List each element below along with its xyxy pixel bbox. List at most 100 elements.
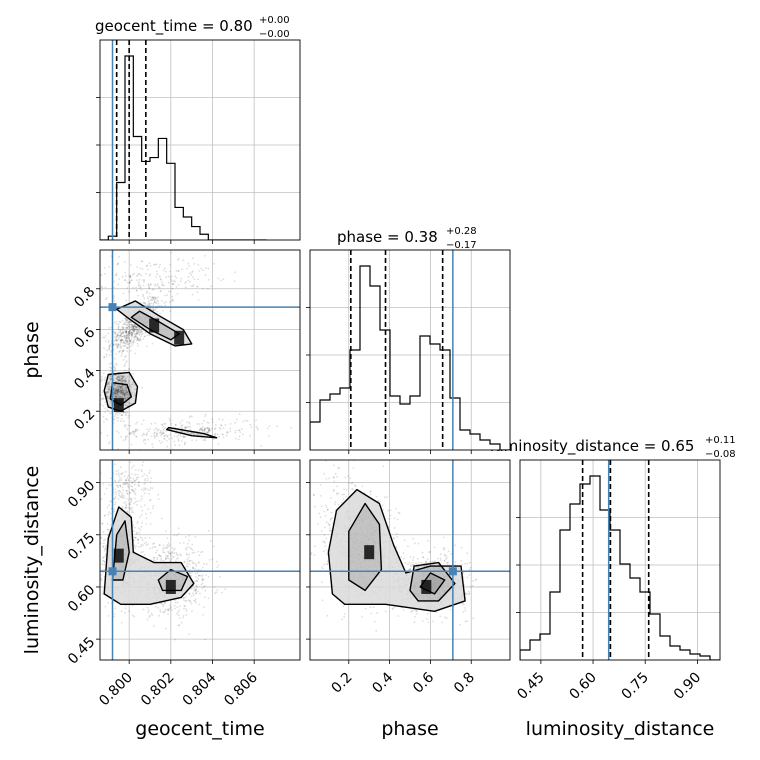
scatter-geocent_time-vs-phase-point <box>124 362 127 364</box>
scatter-geocent_time-vs-luminosity_distance-point <box>173 604 176 607</box>
scatter-geocent_time-vs-phase-point <box>134 352 137 355</box>
scatter-geocent_time-vs-luminosity_distance-point <box>186 542 189 545</box>
scatter-geocent_time-vs-luminosity_distance-point <box>201 579 204 582</box>
scatter-geocent_time-vs-luminosity_distance-point <box>194 536 197 538</box>
scatter-geocent_time-vs-phase-point <box>161 441 164 443</box>
scatter-geocent_time-vs-phase-point <box>116 389 119 392</box>
scatter-geocent_time-vs-phase-point <box>122 378 125 381</box>
scatter-geocent_time-vs-luminosity_distance-point <box>143 473 146 476</box>
scatter-geocent_time-vs-phase-point <box>239 431 242 434</box>
scatter-geocent_time-vs-phase-point <box>130 383 133 386</box>
scatter-phase-vs-luminosity_distance-point <box>426 613 429 615</box>
panels-layer: 0.800 0.802 0.804 0.806 0.2 0.4 0.6 0.8 0.45 0.60… <box>65 39 721 709</box>
scatter-geocent_time-vs-phase-point <box>132 325 135 328</box>
scatter-phase-vs-luminosity_distance-point <box>321 567 324 570</box>
scatter-geocent_time-vs-luminosity_distance-point <box>125 478 127 481</box>
scatter-geocent_time-vs-phase-point <box>125 339 128 342</box>
scatter-phase-vs-luminosity_distance-point <box>442 536 445 539</box>
scatter-geocent_time-vs-phase-point <box>221 433 224 435</box>
scatter-geocent_time-vs-luminosity_distance-point <box>150 612 153 615</box>
scatter-geocent_time-vs-phase-point <box>170 251 172 254</box>
scatter-geocent_time-vs-phase-point <box>131 328 134 331</box>
scatter-geocent_time-vs-phase-point <box>131 325 134 327</box>
scatter-geocent_time-vs-phase-point <box>198 430 201 432</box>
scatter-geocent_time-vs-luminosity_distance-point <box>159 611 162 613</box>
scatter-geocent_time-vs-phase-point <box>225 432 228 434</box>
scatter-geocent_time-vs-phase-point <box>124 438 127 441</box>
scatter-geocent_time-vs-luminosity_distance-point <box>156 549 159 552</box>
scatter-geocent_time-vs-phase-point <box>100 285 103 288</box>
scatter-geocent_time-vs-phase-point <box>117 390 120 393</box>
scatter-geocent_time-vs-phase-point <box>120 396 123 399</box>
x-axis-label-geocent_time: geocent_time <box>135 718 264 740</box>
scatter-phase-vs-luminosity_distance-point <box>377 500 380 502</box>
scatter-geocent_time-vs-phase-point <box>202 425 204 428</box>
scatter-phase-vs-luminosity_distance-point <box>421 620 424 622</box>
scatter-geocent_time-vs-luminosity_distance-point <box>182 541 185 544</box>
scatter-geocent_time-vs-phase-point <box>234 429 237 432</box>
scatter-phase-vs-luminosity_distance-point <box>411 610 414 613</box>
scatter-geocent_time-vs-phase-point <box>214 427 217 429</box>
scatter-geocent_time-vs-phase-point <box>132 341 134 343</box>
scatter-geocent_time-vs-luminosity_distance-point <box>144 487 147 490</box>
scatter-geocent_time-vs-phase-point <box>129 275 132 277</box>
scatter-geocent_time-vs-luminosity_distance-point <box>184 604 187 607</box>
scatter-geocent_time-vs-phase-point <box>190 273 193 276</box>
scatter-geocent_time-vs-luminosity_distance-point <box>124 483 127 486</box>
scatter-geocent_time-vs-phase-point <box>126 401 128 404</box>
scatter-geocent_time-vs-phase-point <box>125 397 128 400</box>
scatter-geocent_time-vs-phase-point <box>121 375 124 377</box>
scatter-geocent_time-vs-luminosity_distance-point <box>139 529 142 531</box>
scatter-geocent_time-vs-phase-point <box>177 259 179 261</box>
scatter-geocent_time-vs-phase-point <box>123 317 126 320</box>
x-axis-label-phase: phase <box>381 718 438 740</box>
scatter-geocent_time-vs-phase-point <box>134 335 137 338</box>
scatter-geocent_time-vs-luminosity_distance-point <box>120 472 123 475</box>
scatter-geocent_time-vs-phase-point <box>121 335 123 338</box>
scatter-geocent_time-vs-luminosity_distance-point <box>185 610 188 612</box>
scatter-geocent_time-vs-luminosity_distance-point <box>204 589 207 592</box>
scatter-geocent_time-vs-phase-point <box>123 379 125 382</box>
scatter-geocent_time-vs-phase-point <box>104 379 107 382</box>
scatter-geocent_time-vs-phase-point <box>134 428 137 431</box>
scatter-geocent_time-vs-phase-point <box>125 331 127 333</box>
scatter-geocent_time-vs-luminosity_distance-point <box>148 616 151 619</box>
scatter-phase-vs-luminosity_distance-point <box>413 621 416 624</box>
scatter-geocent_time-vs-phase-point <box>236 418 238 421</box>
scatter-geocent_time-vs-phase-point <box>234 271 237 274</box>
scatter-phase-vs-luminosity_distance-point <box>421 551 424 554</box>
scatter-geocent_time-vs-luminosity_distance-point <box>149 512 152 514</box>
scatter-geocent_time-vs-phase-point <box>122 380 125 383</box>
scatter-phase-vs-luminosity_distance-point <box>464 620 467 623</box>
scatter-geocent_time-vs-luminosity_distance-point <box>118 490 121 493</box>
scatter-geocent_time-vs-phase-point <box>213 262 216 265</box>
scatter-geocent_time-vs-luminosity_distance-point <box>164 558 167 561</box>
scatter-geocent_time-vs-luminosity_distance-point <box>105 544 108 547</box>
scatter-phase-vs-luminosity_distance-point <box>376 611 378 614</box>
scatter-geocent_time-vs-phase-point <box>117 376 119 379</box>
scatter-geocent_time-vs-phase-point <box>163 284 165 287</box>
scatter-geocent_time-vs-phase-point <box>124 345 126 347</box>
scatter-geocent_time-vs-phase-point <box>106 395 108 397</box>
scatter-geocent_time-vs-luminosity_distance-point <box>141 539 144 542</box>
scatter-geocent_time-vs-phase-point <box>104 340 107 342</box>
scatter-geocent_time-vs-luminosity_distance-point <box>164 610 167 613</box>
scatter-geocent_time-vs-phase-point <box>110 362 113 365</box>
scatter-geocent_time-vs-phase-point <box>218 435 221 438</box>
scatter-geocent_time-vs-luminosity_distance-point <box>133 492 136 494</box>
scatter-geocent_time-vs-phase-point <box>108 388 110 391</box>
scatter-geocent_time-vs-luminosity_distance-point <box>102 557 104 559</box>
scatter-geocent_time-vs-phase-point <box>118 375 121 378</box>
scatter-geocent_time-vs-phase-point <box>118 350 121 353</box>
scatter-geocent_time-vs-phase-point <box>120 435 122 438</box>
scatter-geocent_time-vs-phase-point <box>133 330 136 332</box>
scatter-geocent_time-vs-phase-point <box>163 267 166 270</box>
scatter-geocent_time-vs-phase-point <box>209 429 212 432</box>
scatter-geocent_time-vs-luminosity_distance-point <box>160 559 163 562</box>
scatter-geocent_time-vs-phase-point <box>115 391 118 394</box>
scatter-geocent_time-vs-phase-point <box>123 389 126 392</box>
scatter-geocent_time-vs-phase-point <box>120 385 123 388</box>
scatter-geocent_time-vs-phase-point <box>123 336 126 339</box>
scatter-geocent_time-vs-luminosity_distance-point <box>205 574 208 577</box>
scatter-geocent_time-vs-phase-point <box>128 332 131 335</box>
